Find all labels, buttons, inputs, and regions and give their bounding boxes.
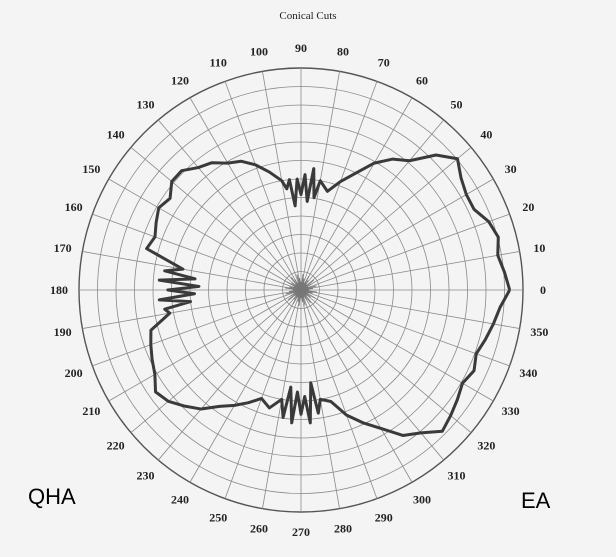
angle-tick-label: 260 [250,521,268,535]
angle-tick-label: 20 [522,200,534,214]
grid-spoke [224,81,302,291]
grid-spoke [300,119,445,291]
angular-ticks: 0 10 20 30 40 50 60 70 80 90 100 110 120 130 140 150 160… [50,41,548,539]
chart-title: Conical Cuts [279,10,337,22]
grid-spoke [189,97,302,291]
grid-spoke [300,289,472,434]
angle-tick-label: 330 [502,404,520,418]
angle-tick-label: 90 [295,41,307,55]
angle-tick-label: 320 [477,439,495,453]
grid-spoke [108,289,302,402]
angle-tick-label: 300 [413,493,431,507]
angle-tick-label: 60 [416,73,428,87]
grid-spoke [300,178,494,291]
angle-tick-label: 120 [171,73,189,87]
angle-tick-label: 80 [337,45,349,59]
angle-tick-label: 40 [480,127,492,141]
angle-tick-label: 130 [136,98,154,112]
grid-spoke [82,289,302,329]
angle-tick-label: 290 [375,510,393,524]
angle-tick-label: 270 [292,525,310,539]
angle-tick-label: 180 [50,283,68,297]
grid-spoke [130,289,302,434]
grid-spoke [82,251,302,291]
angle-tick-label: 340 [519,366,537,380]
grid-spoke [300,81,378,291]
series-trace [145,153,512,437]
angle-tick-label: 110 [210,56,227,70]
grid-spoke [300,289,413,483]
angle-tick-label: 250 [209,510,227,524]
grid [78,67,524,513]
angle-tick-label: 190 [54,325,72,339]
angle-tick-label: 160 [65,200,83,214]
center-null-cluster [285,274,317,306]
grid-spoke [300,146,472,291]
grid-spoke [300,289,520,329]
angle-tick-label: 10 [533,241,545,255]
angle-tick-label: 220 [107,439,125,453]
angle-tick-label: 150 [82,162,100,176]
center-null-stroke [300,289,317,293]
series-layer [145,153,512,437]
grid-spoke [130,146,302,291]
angle-tick-label: 0 [540,283,546,297]
grid-spoke [300,289,378,499]
grid-spoke [189,289,302,483]
angle-tick-label: 200 [65,366,83,380]
angle-tick-label: 310 [448,468,466,482]
grid-spoke [300,251,520,291]
angle-tick-label: 350 [530,325,548,339]
angle-tick-label: 100 [250,45,268,59]
angle-tick-label: 30 [505,162,517,176]
grid-spoke [108,178,302,291]
grid-spoke [300,213,510,291]
angle-tick-label: 170 [54,241,72,255]
grid-spoke [92,289,302,367]
angle-tick-label: 210 [82,404,100,418]
angle-tick-label: 50 [451,98,463,112]
angle-tick-label: 240 [171,493,189,507]
angle-tick-label: 230 [136,468,154,482]
angle-tick-label: 280 [334,521,352,535]
grid-spoke [300,97,413,291]
angle-tick-label: 70 [378,56,390,70]
grid-spoke [300,289,510,367]
grid-spoke [92,213,302,291]
antenna-label-left: QHA [28,484,76,509]
grid-spoke [224,289,302,499]
grid-spoke [157,119,302,291]
antenna-label-right: EA [521,488,551,513]
grid-spoke [157,289,302,461]
angle-tick-label: 140 [107,127,125,141]
